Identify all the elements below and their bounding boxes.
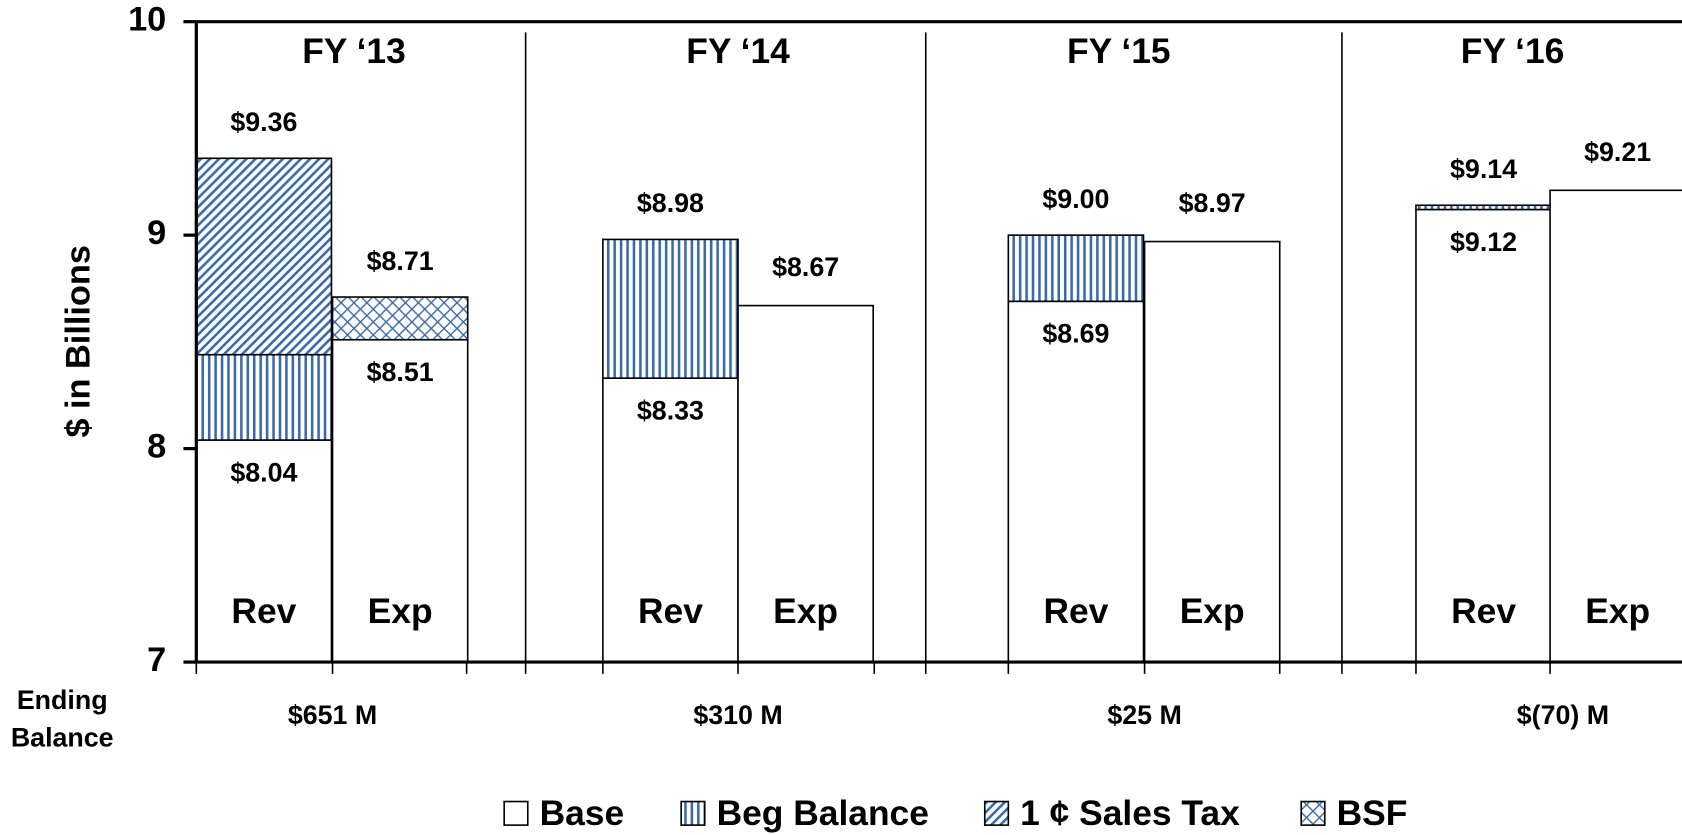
bar-segment [1415,204,1552,211]
data-label: $9.14 [1450,154,1517,184]
y-axis-label: $ in Billions [60,245,98,438]
legend-label: Base [540,794,625,833]
data-label: $8.69 [1042,319,1109,349]
category-label: Rev [638,592,703,631]
bar-segment [1143,240,1281,663]
data-label: $8.98 [637,188,704,218]
legend-label: Beg Balance [717,794,929,833]
legend-swatch [503,800,529,826]
category-label: Rev [1451,592,1516,631]
legend-swatch [983,800,1010,826]
category-label: Exp [1585,592,1650,631]
bar-segment [737,304,874,663]
category-label: Exp [773,592,838,631]
ending-balance-label: Balance [11,722,114,752]
data-label: $9.21 [1584,137,1651,167]
bar-segment [1007,300,1145,663]
y-tick-label: 7 [147,641,166,679]
y-tick-label: 9 [147,214,166,252]
data-label: $8.04 [230,457,297,487]
category-label: Exp [1180,592,1245,631]
legend-label: 1 ¢ Sales Tax [1020,794,1240,833]
ending-balance: $25 M [1107,700,1181,730]
ending-balance: $651 M [288,700,377,730]
y-tick-label: 10 [128,1,166,39]
group-title: FY ‘13 [302,32,406,71]
ending-balance-label: Ending [17,685,108,715]
bar-segment [602,377,739,663]
group-title: FY ‘15 [1067,32,1171,71]
bar-segment [602,238,739,379]
bar-segment [1007,234,1145,303]
category-label: Rev [231,592,296,631]
group-title: FY ‘14 [686,32,790,71]
legend-label: BSF [1337,794,1408,833]
legend-swatch [1300,800,1326,826]
group-title: FY ‘16 [1461,32,1565,71]
bar-segment [1549,189,1682,663]
bar-segment [195,439,333,663]
bar-segment [1415,208,1552,663]
data-label: $9.36 [230,107,297,137]
ending-balance: $310 M [693,700,782,730]
data-label: $8.33 [637,396,704,426]
bar-segment [195,157,333,356]
data-label: $8.71 [367,246,434,276]
data-label: $8.51 [367,357,434,387]
category-label: Rev [1043,592,1108,631]
ending-balance: $(70) M [1517,700,1609,730]
data-label: $9.12 [1450,227,1517,257]
category-label: Exp [368,592,433,631]
bar-segment [331,296,469,341]
data-label: $9.00 [1042,184,1109,214]
y-tick-label: 8 [147,428,166,466]
legend-swatch [680,800,706,826]
bar-segment [195,353,333,441]
data-label: $8.97 [1179,188,1246,218]
data-label: $8.67 [772,252,839,282]
